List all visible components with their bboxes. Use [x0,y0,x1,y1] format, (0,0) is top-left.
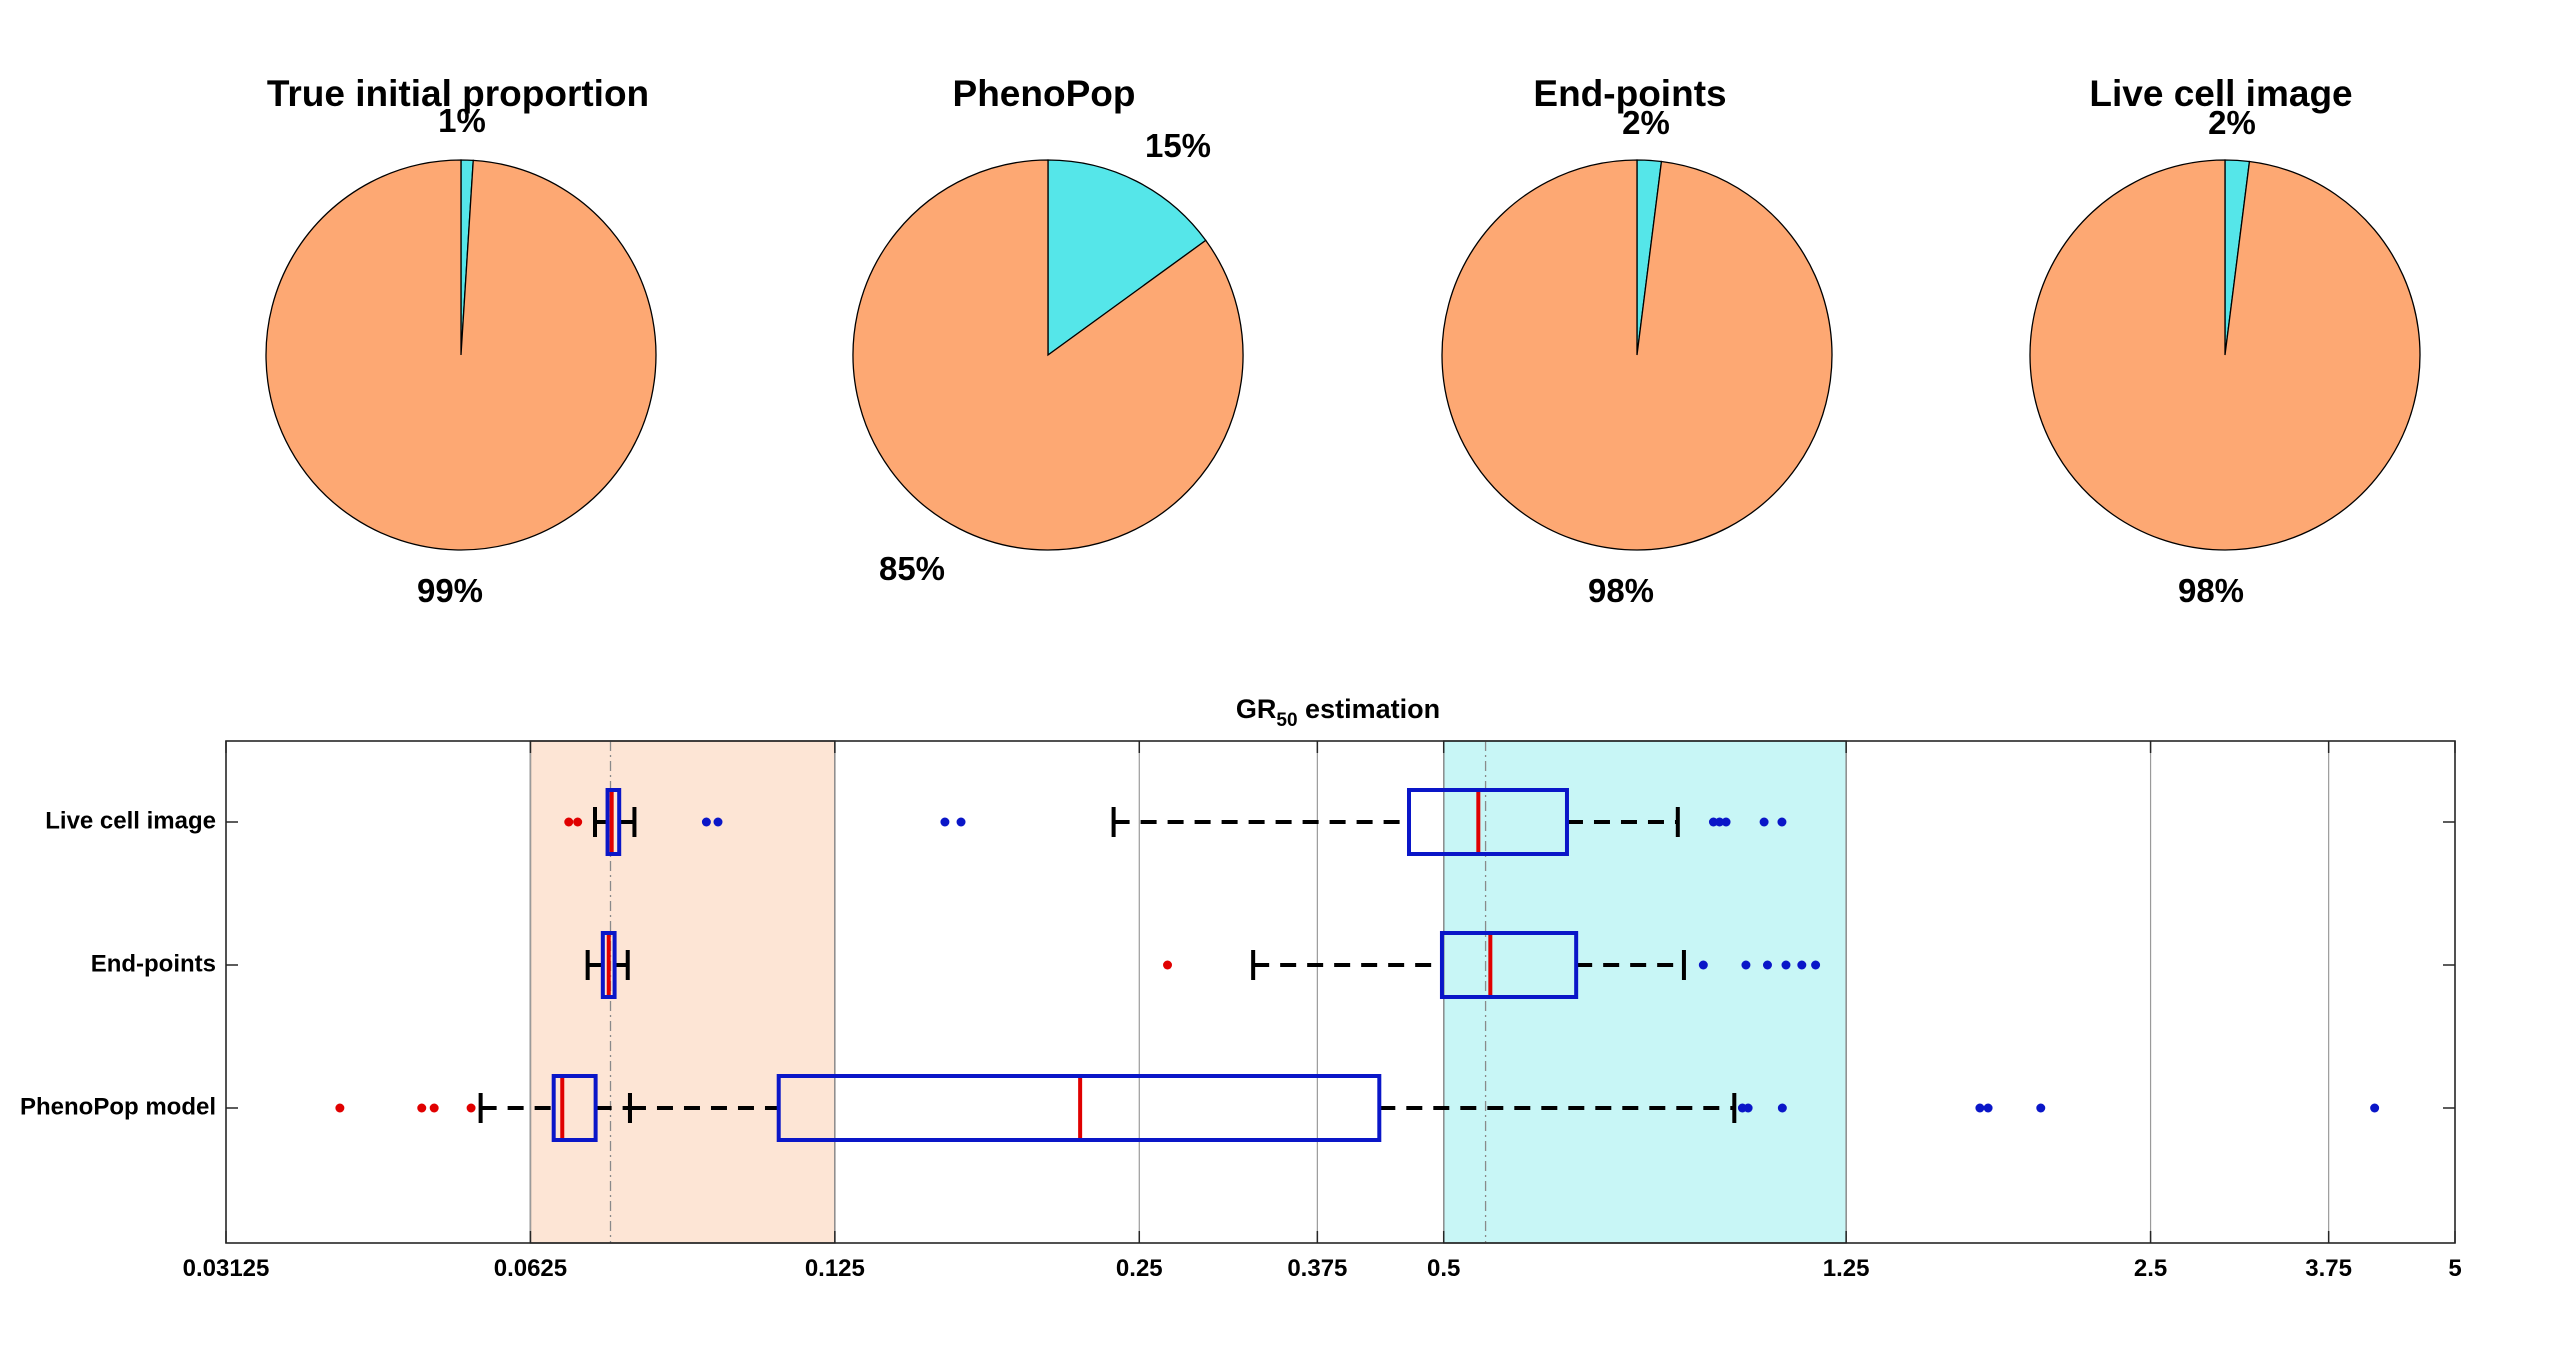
pie-title: End-points [1533,73,1726,114]
band-low [529,740,836,1244]
pie-title: True initial proportion [267,73,649,114]
x-tick-label: 5 [2448,1255,2461,1282]
y-axis-labels: Live cell image End-points PhenoPop mode… [20,807,216,1120]
pie-slice-label-major: 98% [1588,572,1654,609]
pie-chart-true-initial-proportion: True initial proportion 1% 99% [265,73,657,609]
pie-slice-label-minor: 15% [1145,127,1211,164]
outlier-point-high [1762,960,1772,970]
box-iqr [776,1074,1382,1142]
y-label-phenopop-model: PhenoPop model [20,1093,216,1120]
x-tick-label: 1.25 [1823,1255,1870,1282]
pie-slice-major [265,159,657,551]
x-axis-ticks: 0.03125 0.0625 0.125 0.25 0.375 0.5 1.25 2.5 3.7… [183,741,2462,1282]
pie-slices [265,159,657,551]
plot-frame [225,740,2456,1244]
pie-slice-minor [1047,159,1207,357]
pie-title: Live cell image [2089,73,2352,114]
outlier-point-high [1777,817,1787,827]
x-tick-label: 2.5 [2134,1255,2167,1282]
pie-slices [1441,159,1833,551]
boxplot-title-suffix: estimation [1298,694,1441,724]
outlier-point-high [1741,960,1751,970]
y-label-live-cell-image: Live cell image [45,807,216,834]
outlier-point-high [1721,817,1731,827]
pie-title: PhenoPop [953,73,1136,114]
boxplot-title-main: GR [1236,694,1277,724]
outlier-point-high [2370,1103,2380,1113]
x-tick-label: 0.25 [1116,1255,1163,1282]
outlier-point-high [1781,960,1791,970]
box-iqr [605,788,622,856]
boxplot-title-subscript: 50 [1276,710,1297,731]
pie-slice-label-minor: 2% [1622,104,1670,141]
pie-chart-phenopop: PhenoPop 15% 85% [852,73,1244,587]
outlier-point-high [1811,960,1821,970]
pie-slices [852,159,1244,551]
x-tick-label: 0.375 [1287,1255,1347,1282]
x-tick-label: 0.03125 [183,1255,270,1282]
x-tick-label: 0.125 [805,1255,865,1282]
outlier-point-high [701,817,711,827]
outlier-point-high [1777,1103,1787,1113]
outlier-point-high [1759,817,1769,827]
outlier-point-high [1983,1103,1993,1113]
outlier-point-low [466,1103,476,1113]
boxes [335,788,2380,1142]
box-high [1163,931,1821,999]
pie-chart-live-cell-image: Live cell image 2% 98% [2029,73,2421,609]
box-high [1111,788,1787,856]
box-iqr [600,931,617,999]
boxplot-gr50: GR50 estimation 0.03125 0.0625 0.125 0.25 0.… [20,694,2462,1282]
box-high [627,1074,2380,1142]
pie-slice-major [1441,159,1833,551]
pie-slice-label-major: 98% [2178,572,2244,609]
x-tick-label: 0.5 [1427,1255,1460,1282]
outlier-point-low [335,1103,345,1113]
x-tick-label: 3.75 [2305,1255,2352,1282]
outlier-point-high [2036,1103,2046,1113]
outlier-point-low [429,1103,439,1113]
grid-lines [529,741,2330,1243]
pie-slices [2029,159,2421,551]
outlier-point-high [1743,1103,1753,1113]
outlier-point-high [956,817,966,827]
box-iqr [1406,788,1569,856]
outlier-point-high [713,817,723,827]
box-low [585,931,630,999]
box-low [564,788,966,856]
y-label-end-points: End-points [91,950,216,977]
shaded-bands [529,740,1847,1244]
outlier-point-high [1715,817,1725,827]
box-iqr [1439,931,1579,999]
pie-slice-label-minor: 1% [438,102,486,139]
pie-slice-label-major: 99% [417,572,483,609]
outlier-point-low [1163,960,1173,970]
pie-slice-major [2029,159,2421,551]
outlier-point-low [564,817,574,827]
outlier-point-high [1975,1103,1985,1113]
box-low [335,1074,632,1142]
outlier-point-low [573,817,583,827]
band-high [1443,740,1847,1244]
outlier-point-high [940,817,950,827]
outlier-point-high [1797,960,1807,970]
box-iqr [551,1074,598,1142]
outlier-point-low [417,1103,427,1113]
boxplot-title: GR50 estimation [1236,694,1440,731]
pie-slice-label-minor: 2% [2208,104,2256,141]
outlier-point-high [1698,960,1708,970]
pie-slice-label-major: 85% [879,550,945,587]
x-tick-label: 0.0625 [494,1255,567,1282]
pie-slice-major [852,159,1244,551]
pie-chart-end-points: End-points 2% 98% [1441,73,1833,609]
